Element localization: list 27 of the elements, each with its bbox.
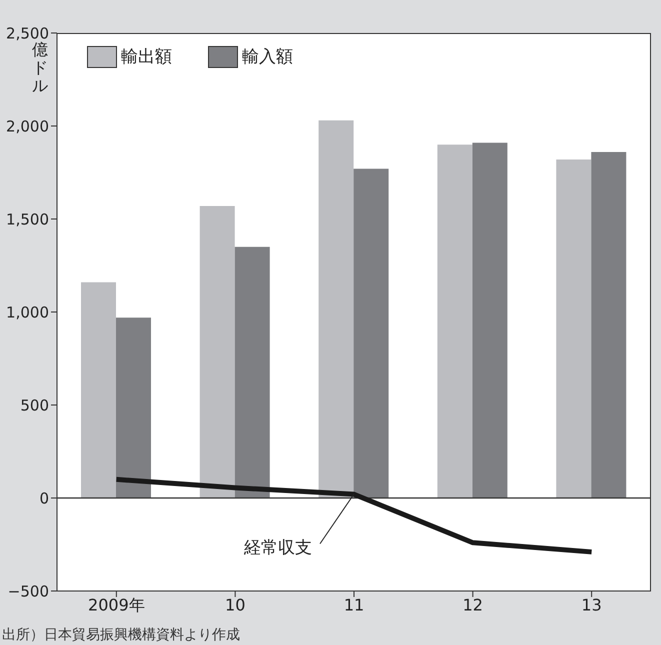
bar (437, 144, 472, 498)
x-tick-label: 2009年 (88, 595, 145, 614)
y-tick-label: 500 (20, 396, 49, 414)
bar (472, 142, 508, 498)
y-tick-label: 0 (39, 489, 49, 508)
bar (234, 246, 270, 498)
legend-label: 輸出額 (121, 46, 172, 68)
bar (318, 120, 354, 498)
y-tick-label: 2,500 (6, 24, 49, 42)
x-tick-label: 10 (225, 595, 246, 614)
bar (354, 168, 389, 498)
y-tick-label: 2,000 (6, 117, 49, 136)
bar (81, 282, 116, 498)
bar (116, 318, 151, 498)
legend-label: 輸入額 (242, 46, 293, 68)
bar (591, 152, 626, 498)
y-axis-title: 億ドル (32, 41, 49, 95)
bar (200, 206, 235, 498)
text: 出所）日本貿易振興機構資料より作成 (2, 626, 240, 644)
x-tick-label: 13 (581, 595, 602, 614)
x-tick-label: 12 (462, 595, 483, 614)
y-tick-label: 1,000 (6, 303, 49, 322)
y-tick-label: 1,500 (6, 210, 49, 228)
annotation: 経常収支 (244, 537, 312, 559)
x-tick-label: 11 (344, 595, 364, 614)
bar (556, 159, 592, 498)
y-tick-label: −500 (8, 582, 49, 600)
